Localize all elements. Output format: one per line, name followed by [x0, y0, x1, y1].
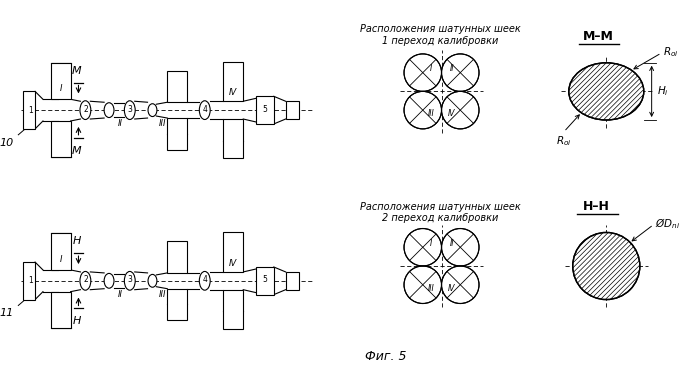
Text: 1: 1 — [28, 276, 32, 285]
Text: H: H — [72, 316, 80, 326]
Polygon shape — [167, 289, 187, 320]
Circle shape — [404, 228, 442, 266]
Polygon shape — [51, 292, 71, 328]
Ellipse shape — [569, 63, 644, 120]
Text: Расположения шатунных шеек
2 переход калибровки: Расположения шатунных шеек 2 переход кал… — [360, 202, 520, 223]
Text: M: M — [71, 66, 81, 75]
Text: I: I — [430, 239, 433, 248]
Polygon shape — [256, 96, 274, 124]
Circle shape — [442, 54, 479, 91]
Ellipse shape — [199, 101, 210, 120]
Ellipse shape — [80, 271, 91, 290]
Circle shape — [442, 228, 479, 266]
Text: 11: 11 — [0, 308, 13, 319]
Text: 2: 2 — [83, 275, 88, 284]
Polygon shape — [223, 119, 243, 159]
Text: I: I — [430, 64, 433, 74]
Polygon shape — [223, 290, 243, 329]
Ellipse shape — [80, 101, 91, 120]
Text: 5: 5 — [262, 104, 267, 114]
Ellipse shape — [199, 271, 210, 290]
Circle shape — [442, 266, 479, 303]
Text: 4: 4 — [202, 275, 207, 284]
Ellipse shape — [104, 103, 114, 118]
Ellipse shape — [148, 104, 157, 116]
Polygon shape — [51, 233, 71, 270]
Text: IV: IV — [448, 284, 456, 293]
Polygon shape — [286, 101, 300, 119]
Text: III: III — [159, 290, 166, 299]
Text: $H_i$: $H_i$ — [657, 84, 668, 98]
Polygon shape — [23, 91, 35, 129]
Text: 4: 4 — [202, 104, 207, 114]
Polygon shape — [167, 241, 187, 273]
Polygon shape — [51, 63, 71, 99]
Text: 5: 5 — [262, 275, 267, 284]
Polygon shape — [223, 62, 243, 101]
Text: IV: IV — [448, 110, 456, 118]
Text: Фиг. 5: Фиг. 5 — [365, 350, 406, 363]
Text: III: III — [159, 120, 166, 128]
Text: II: II — [449, 64, 454, 74]
Polygon shape — [23, 262, 35, 300]
Text: IV: IV — [229, 88, 237, 97]
Text: 10: 10 — [0, 138, 13, 148]
Text: M–M: M–M — [583, 30, 614, 43]
Text: I: I — [60, 255, 62, 264]
Text: I: I — [60, 84, 62, 93]
Ellipse shape — [125, 271, 135, 290]
Ellipse shape — [125, 101, 135, 120]
Text: M: M — [71, 146, 81, 156]
Circle shape — [573, 233, 640, 300]
Ellipse shape — [148, 274, 157, 287]
Circle shape — [404, 91, 442, 129]
Polygon shape — [167, 118, 187, 150]
Text: III: III — [428, 284, 435, 293]
Text: $R_{oi}$: $R_{oi}$ — [556, 134, 572, 147]
Text: H–H: H–H — [583, 200, 610, 213]
Polygon shape — [51, 121, 71, 158]
Text: II: II — [449, 239, 454, 248]
Text: 1: 1 — [28, 106, 32, 115]
Text: H: H — [72, 236, 80, 246]
Text: $ØD_{ni}$: $ØD_{ni}$ — [654, 216, 680, 231]
Circle shape — [442, 91, 479, 129]
Text: II: II — [118, 120, 122, 128]
Polygon shape — [286, 272, 300, 290]
Text: $R_{oi}$: $R_{oi}$ — [664, 45, 679, 59]
Text: 3: 3 — [127, 104, 132, 114]
Polygon shape — [167, 71, 187, 102]
Polygon shape — [256, 267, 274, 295]
Text: II: II — [118, 290, 122, 299]
Circle shape — [404, 54, 442, 91]
Text: 3: 3 — [127, 275, 132, 284]
Ellipse shape — [104, 273, 114, 288]
Text: 2: 2 — [83, 104, 88, 114]
Text: III: III — [428, 110, 435, 118]
Text: IV: IV — [229, 259, 237, 267]
Text: Расположения шатунных шеек
1 переход калибровки: Расположения шатунных шеек 1 переход кал… — [360, 24, 520, 46]
Circle shape — [404, 266, 442, 303]
Polygon shape — [223, 233, 243, 272]
